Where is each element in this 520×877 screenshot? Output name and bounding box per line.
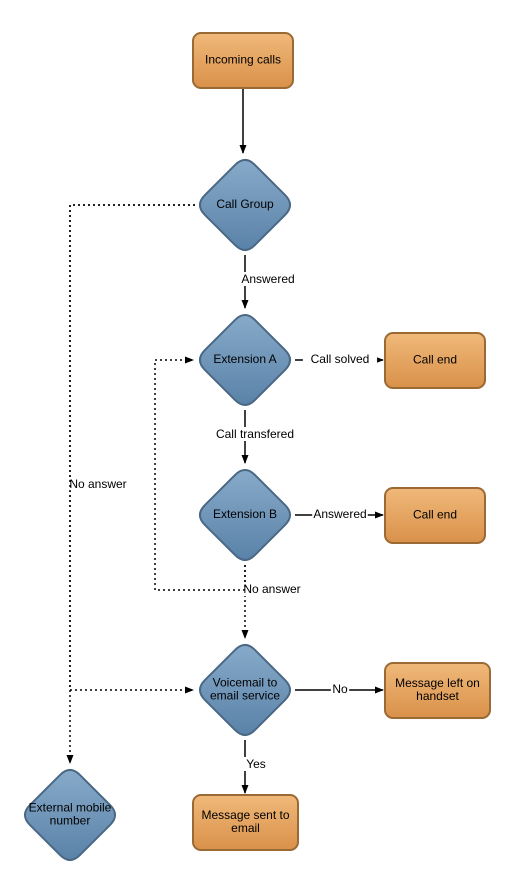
node-extB: Extension B — [200, 470, 290, 560]
edge-label-e5: Answered — [313, 507, 366, 521]
node-label-voicemail-line0: Voicemail to — [213, 676, 278, 690]
node-label-msghandset-line1: handset — [416, 689, 459, 703]
edge-label-e9: No answer — [69, 477, 126, 491]
node-label-external-line0: External mobile — [29, 801, 112, 815]
node-label-callend2: Call end — [413, 508, 457, 522]
node-extA: Extension A — [200, 315, 290, 405]
edge-label-e2: Answered — [241, 272, 294, 286]
node-callend2: Call end — [385, 488, 485, 543]
edge-label-e3: Call solved — [311, 352, 370, 366]
node-callgroup: Call Group — [200, 160, 290, 250]
node-voicemail: Voicemail toemail service — [200, 645, 290, 735]
edge-label-e8: Yes — [246, 757, 266, 771]
node-external: External mobilenumber — [25, 770, 115, 860]
node-callend1: Call end — [385, 333, 485, 388]
node-label-external-line1: number — [50, 814, 91, 828]
node-label-voicemail-line1: email service — [210, 689, 280, 703]
edge-label-e6: No answer — [243, 582, 300, 596]
node-label-callgroup: Call Group — [216, 197, 274, 211]
edge-label-e4: Call transfered — [216, 427, 294, 441]
node-label-incoming: Incoming calls — [205, 53, 281, 67]
node-label-msgemail-line0: Message sent to — [201, 808, 289, 822]
node-label-callend1: Call end — [413, 353, 457, 367]
edge-e11 — [70, 205, 195, 690]
node-msgemail: Message sent toemail — [193, 795, 298, 850]
node-label-msghandset-line0: Message left on — [395, 676, 480, 690]
node-label-extA: Extension A — [213, 352, 276, 366]
node-label-msgemail-line1: email — [231, 821, 260, 835]
node-incoming: Incoming calls — [193, 33, 293, 88]
call-routing-flowchart: Answered Call solved Call transfered Answer… — [0, 0, 520, 877]
edge-label-e7: No — [332, 682, 348, 696]
node-label-extB: Extension B — [213, 507, 277, 521]
node-msghandset: Message left onhandset — [385, 663, 490, 718]
